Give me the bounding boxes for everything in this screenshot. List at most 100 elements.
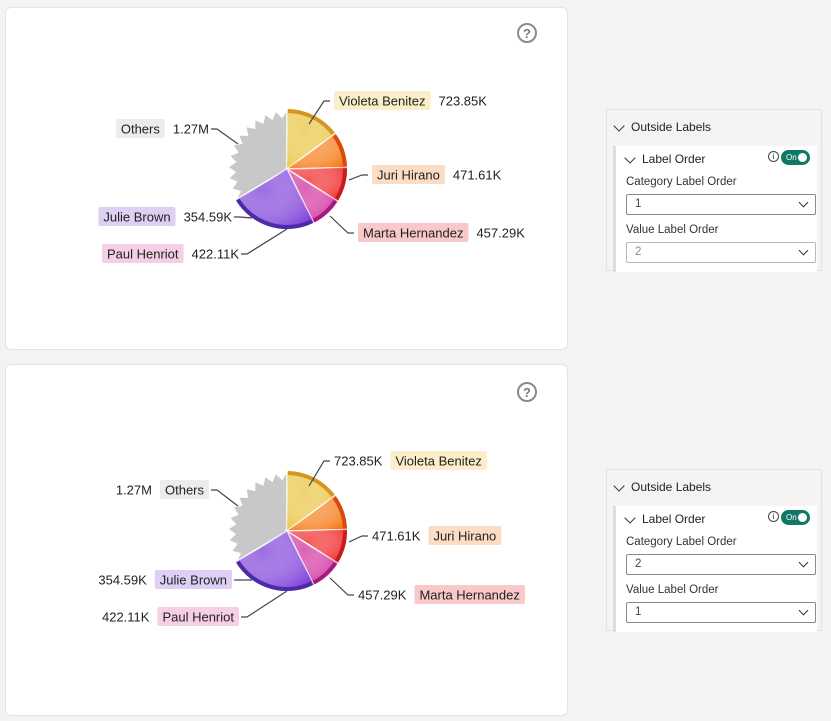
help-icon[interactable]: ? (517, 23, 537, 43)
help-icon[interactable]: ? (517, 382, 537, 402)
pie-slice-rim-marta-hernandez (334, 530, 347, 563)
leader-line-marta-hernandez (329, 215, 354, 234)
chevron-down-icon (798, 197, 809, 208)
label-order-toggle[interactable]: On (781, 150, 810, 165)
pie-slice-rim-julie-brown (236, 198, 313, 229)
pie-slice-rim-julie-brown (236, 560, 313, 591)
leader-line-julie-brown (234, 216, 253, 219)
value-label-paul-henriot: 422.11K (102, 610, 150, 625)
pie-slices (229, 108, 348, 230)
value-label-order-value: 2 (635, 246, 642, 258)
category-badge-others (159, 480, 209, 499)
leader-line-others (211, 128, 239, 145)
pie-slice-shade-julie-brown (235, 169, 314, 229)
value-label-others: 1.27M (173, 122, 209, 137)
category-label-order-label: Category Label Order (626, 536, 737, 548)
chevron-down-icon (798, 557, 809, 568)
category-badge-violeta-benitez (390, 451, 487, 470)
category-badge-others (115, 119, 165, 138)
value-label-others: 1.27M (116, 483, 152, 498)
label-order-header[interactable]: Label Order (624, 511, 706, 526)
chevron-down-icon (624, 151, 636, 164)
outside-labels-title: Outside Labels (631, 120, 712, 134)
value-label-violeta-benitez: 723.85K (439, 94, 488, 109)
value-label-julie-brown: 354.59K (184, 210, 233, 225)
format-panel: Outside Labels Label Order i On Category… (606, 109, 822, 272)
info-icon[interactable]: i (768, 511, 779, 522)
value-label-marta-hernandez: 457.29K (476, 226, 525, 241)
label-order-title: Label Order (642, 512, 706, 526)
outside-labels-header[interactable]: Outside Labels (613, 119, 712, 134)
value-label-order-select[interactable]: 2 (626, 242, 816, 263)
category-label-juri-hirano: Juri Hirano (433, 529, 496, 544)
chevron-down-icon (613, 479, 625, 492)
category-label-julie-brown: Julie Brown (160, 573, 227, 588)
category-badge-marta-hernandez (414, 585, 525, 604)
pie-slice-rim-paul-henriot (312, 199, 338, 223)
category-badge-julie-brown (98, 207, 176, 226)
category-badge-paul-henriot (101, 244, 184, 263)
category-label-marta-hernandez: Marta Hernandez (363, 226, 463, 241)
value-label-marta-hernandez: 457.29K (358, 588, 407, 603)
category-label-order-select[interactable]: 2 (626, 554, 816, 575)
value-label-paul-henriot: 422.11K (192, 247, 240, 262)
leader-line-juri-hirano (348, 535, 368, 543)
pie-slice-shade-juri-hirano (287, 495, 347, 531)
category-label-paul-henriot: Paul Henriot (162, 610, 234, 625)
pie-slice-rim-juri-hirano (332, 496, 347, 529)
format-panel: Outside Labels Label Order i On Category… (606, 469, 822, 632)
value-label-violeta-benitez: 723.85K (334, 454, 383, 469)
pie-slice-rim-marta-hernandez (334, 168, 347, 201)
pie-slice-shade-paul-henriot (287, 169, 338, 223)
label-order-toggle[interactable]: On (781, 510, 810, 525)
category-label-violeta-benitez: Violeta Benitez (395, 454, 482, 469)
value-label-order-value: 1 (635, 606, 642, 618)
leader-line-violeta-benitez (308, 460, 330, 487)
value-label-juri-hirano: 471.61K (372, 529, 421, 544)
category-label-order-select[interactable]: 1 (626, 194, 816, 215)
label-order-header[interactable]: Label Order (624, 151, 706, 166)
label-order-title: Label Order (642, 152, 706, 166)
leader-line-paul-henriot (241, 228, 288, 255)
category-badge-juri-hirano (428, 526, 502, 545)
leader-line-others (211, 489, 239, 507)
category-badge-julie-brown (154, 570, 232, 589)
category-label-order-value: 2 (635, 558, 642, 570)
category-label-juri-hirano: Juri Hirano (377, 168, 440, 183)
category-label-julie-brown: Julie Brown (103, 210, 170, 225)
category-label-others: Others (121, 122, 161, 137)
outside-labels-title: Outside Labels (631, 480, 712, 494)
category-badge-juri-hirano (372, 165, 445, 184)
pie-chart-card-value-first: ? 723.85K Violeta Benitez 471.61K Juri Hira… (5, 364, 568, 716)
chevron-down-icon (624, 511, 636, 524)
value-label-julie-brown: 354.59K (98, 573, 147, 588)
label-order-section: Label Order i On Category Label Order 2 … (613, 506, 817, 632)
pie-slice-rim-juri-hirano (332, 134, 347, 167)
outside-labels-header[interactable]: Outside Labels (613, 479, 712, 494)
category-label-paul-henriot: Paul Henriot (107, 247, 179, 262)
pie-chart: Violeta Benitez 723.85K Juri Hirano 471.61K… (98, 91, 525, 263)
value-label-order-label: Value Label Order (626, 224, 719, 236)
category-badge-paul-henriot (157, 607, 239, 626)
info-icon[interactable]: i (768, 151, 779, 162)
category-label-violeta-benitez: Violeta Benitez (339, 94, 426, 109)
category-label-order-label: Category Label Order (626, 176, 737, 188)
pie-slice-shade-marta-hernandez (287, 529, 347, 564)
chevron-down-icon (798, 605, 809, 616)
category-badge-marta-hernandez (358, 223, 469, 242)
pie-slice-rim-paul-henriot (312, 561, 338, 585)
leader-line-violeta-benitez (308, 100, 330, 125)
leader-line-paul-henriot (241, 590, 288, 618)
chevron-down-icon (798, 245, 809, 256)
value-label-order-select[interactable]: 1 (626, 602, 816, 623)
pie-slices (229, 470, 348, 592)
pie-chart: 723.85K Violeta Benitez 471.61K Juri Hirano… (98, 451, 525, 626)
pie-slice-shade-julie-brown (235, 531, 314, 591)
category-badge-violeta-benitez (334, 91, 431, 110)
category-label-order-value: 1 (635, 198, 642, 210)
category-label-others: Others (165, 483, 205, 498)
pie-chart-card-category-first: ? Violeta Benitez 723.85K Juri Hirano 471.6… (5, 7, 568, 350)
pie-slice-shade-paul-henriot (287, 531, 338, 585)
value-label-order-label: Value Label Order (626, 584, 719, 596)
value-label-juri-hirano: 471.61K (453, 168, 502, 183)
